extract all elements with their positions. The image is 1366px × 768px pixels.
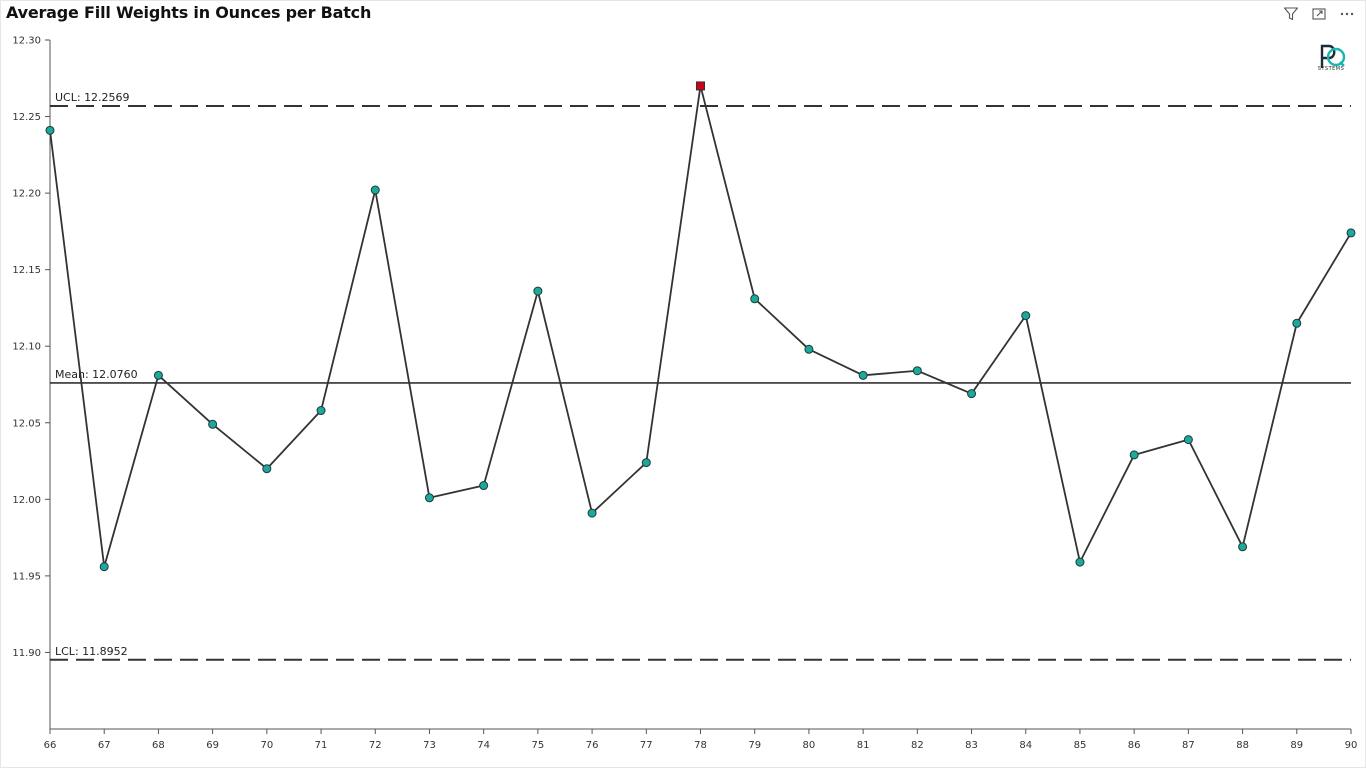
data-point[interactable] — [316, 406, 326, 416]
y-tick-label: 12.10 — [12, 342, 41, 353]
data-point[interactable] — [1346, 228, 1356, 238]
data-point[interactable] — [1183, 435, 1193, 445]
ucl-label: UCL: 12.2569 — [55, 91, 130, 104]
data-point[interactable] — [208, 419, 218, 429]
data-point[interactable] — [804, 344, 814, 354]
data-point[interactable] — [99, 562, 109, 572]
y-tick-label: 12.30 — [12, 36, 41, 47]
y-axis: 11.90 11.95 12.00 12.05 12.10 12.15 12.20 12.25… — [12, 36, 51, 729]
data-point[interactable] — [1021, 311, 1031, 321]
x-tick-label: 82 — [911, 740, 924, 751]
lcl-label: LCL: 11.8952 — [55, 645, 128, 658]
x-tick-label: 74 — [477, 740, 490, 751]
data-point[interactable] — [641, 458, 651, 468]
filter-icon[interactable] — [1282, 5, 1300, 23]
data-point[interactable] — [370, 185, 380, 195]
data-point[interactable] — [533, 286, 543, 296]
data-point[interactable] — [1075, 557, 1085, 567]
data-point[interactable] — [1238, 542, 1248, 552]
x-tick-label: 67 — [98, 740, 111, 751]
x-tick-label: 88 — [1236, 740, 1249, 751]
x-tick-label: 70 — [260, 740, 273, 751]
y-tick-label: 12.00 — [12, 495, 41, 506]
x-tick-label: 79 — [748, 740, 761, 751]
x-tick-label: 69 — [206, 740, 219, 751]
data-point[interactable] — [587, 508, 597, 518]
x-tick-label: 66 — [44, 740, 57, 751]
data-point[interactable] — [858, 370, 868, 380]
x-tick-label: 75 — [532, 740, 545, 751]
y-tick-label: 12.05 — [12, 418, 41, 429]
x-tick-label: 83 — [965, 740, 978, 751]
x-tick-label: 87 — [1182, 740, 1195, 751]
data-point[interactable] — [479, 481, 489, 491]
x-axis: 66 67 68 69 70 71 72 73 74 75 76 77 78 79 80 81 82 83 84 85… — [44, 728, 1358, 751]
x-tick-label: 78 — [694, 740, 707, 751]
focus-mode-icon[interactable] — [1310, 5, 1328, 23]
x-tick-label: 81 — [857, 740, 870, 751]
y-tick-label: 12.15 — [12, 265, 41, 276]
visual-toolbar — [1282, 5, 1356, 23]
y-tick-label: 11.95 — [12, 571, 41, 582]
data-point[interactable] — [1129, 450, 1139, 460]
y-tick-label: 12.20 — [12, 189, 41, 200]
reference-lines: UCL: 12.2569 Mean: 12.0760 LCL: 11.8952 — [50, 91, 1351, 661]
data-point[interactable] — [912, 366, 922, 376]
x-tick-label: 76 — [586, 740, 599, 751]
x-tick-label: 77 — [640, 740, 653, 751]
data-point[interactable] — [424, 493, 434, 503]
data-point[interactable] — [967, 389, 977, 399]
y-tick-label: 12.25 — [12, 112, 41, 123]
x-tick-label: 68 — [152, 740, 165, 751]
x-tick-label: 71 — [315, 740, 328, 751]
x-tick-label: 86 — [1128, 740, 1141, 751]
chart-title: Average Fill Weights in Ounces per Batch — [6, 3, 372, 22]
data-points — [45, 81, 1356, 572]
x-tick-label: 89 — [1290, 740, 1303, 751]
data-point[interactable] — [750, 294, 760, 304]
x-tick-label: 84 — [1019, 740, 1032, 751]
y-tick-label: 11.90 — [12, 648, 41, 659]
data-series — [49, 85, 1352, 568]
logo-text: SYSTEMS — [1317, 66, 1345, 72]
data-point[interactable] — [1292, 318, 1302, 328]
x-tick-label: 85 — [1074, 740, 1087, 751]
x-tick-label: 90 — [1345, 740, 1358, 751]
series-line — [49, 85, 1352, 568]
x-tick-label: 72 — [369, 740, 382, 751]
out-of-control-point[interactable] — [696, 81, 705, 91]
x-tick-label: 73 — [423, 740, 436, 751]
mean-label: Mean: 12.0760 — [55, 368, 138, 381]
x-tick-label: 80 — [803, 740, 816, 751]
data-point[interactable] — [45, 125, 55, 135]
data-point[interactable] — [153, 370, 163, 380]
data-point[interactable] — [262, 464, 272, 474]
more-options-icon[interactable] — [1338, 5, 1356, 23]
